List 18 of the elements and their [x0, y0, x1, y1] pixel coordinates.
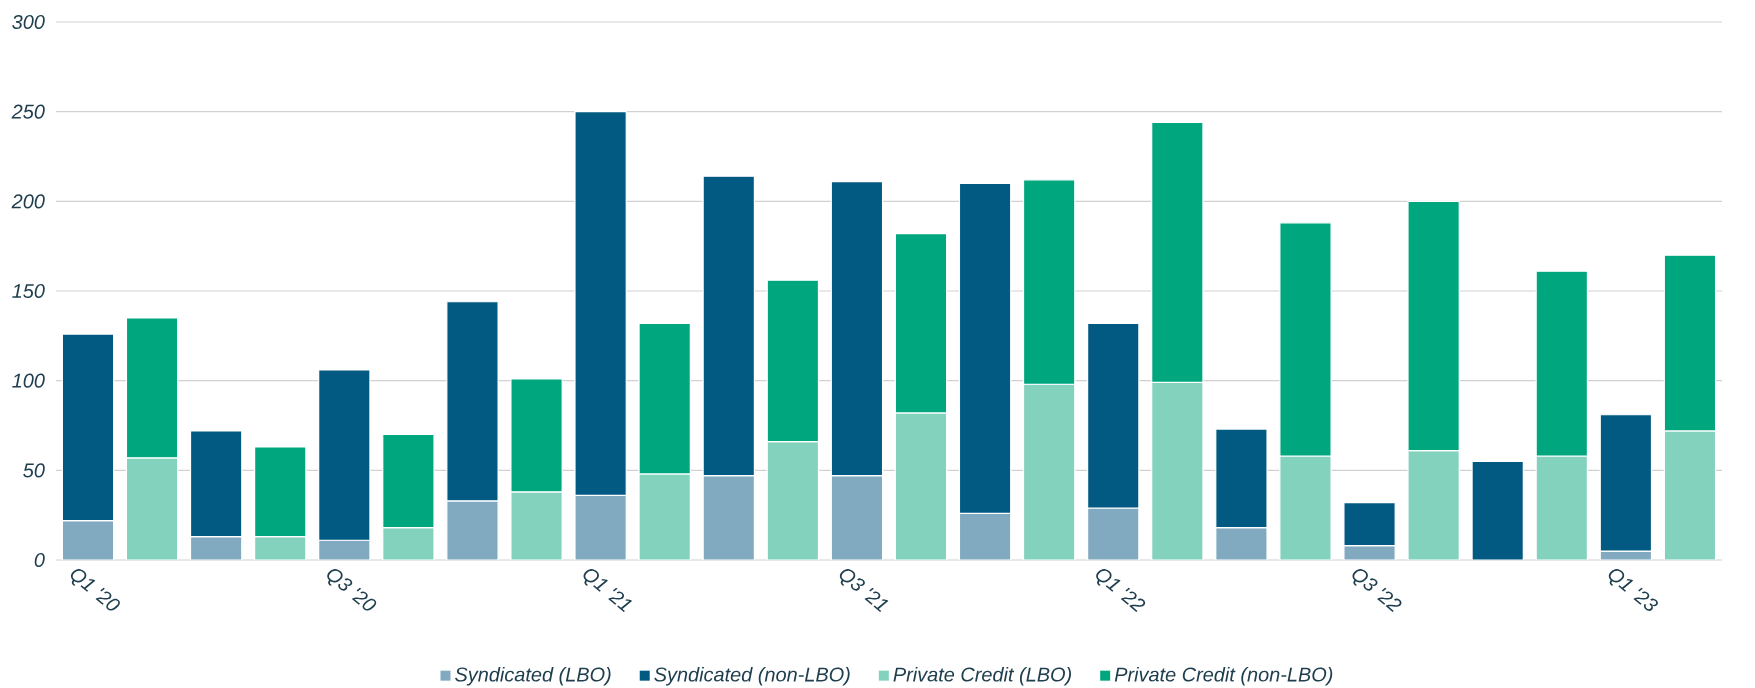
legend-label: Syndicated (non-LBO)	[654, 666, 850, 686]
y-tick-label: 250	[11, 104, 45, 119]
legend-label: Private Credit (non-LBO)	[1114, 666, 1333, 686]
legend-label: Private Credit (LBO)	[893, 666, 1071, 686]
legend-label: Syndicated (LBO)	[455, 666, 611, 686]
x-tick-label: Q3 '20	[327, 569, 377, 611]
y-tick-label: 100	[12, 373, 45, 388]
x-tick-label: Q1 '20	[70, 569, 120, 611]
y-tick-label: 150	[12, 283, 45, 299]
y-tick-label: 0	[34, 552, 45, 568]
y-tick-label: 50	[23, 463, 45, 478]
x-tick-label: Q1 '21	[583, 569, 633, 612]
x-tick-label: Q1 '23	[1608, 569, 1658, 611]
y-tick-label: 300	[12, 14, 45, 30]
x-tick-label: Q3 '22	[1352, 569, 1402, 612]
x-tick-label: Q1 '22	[1096, 569, 1146, 612]
y-tick-label: 200	[11, 194, 45, 209]
x-tick-label: Q3 '21	[839, 569, 889, 612]
